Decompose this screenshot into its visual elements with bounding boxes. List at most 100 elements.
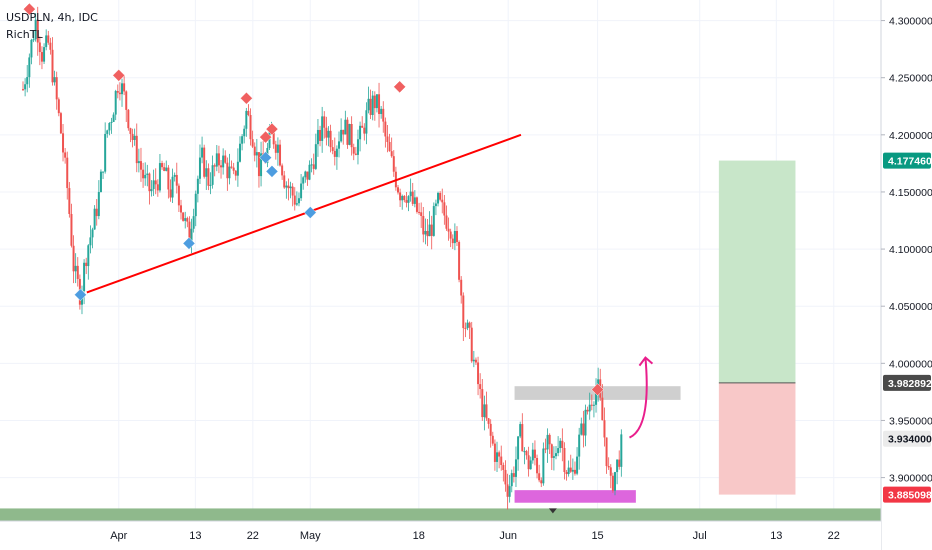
candle-body <box>409 191 412 197</box>
candle-body <box>154 180 157 185</box>
candle-body <box>483 404 486 418</box>
candle-body <box>595 389 598 405</box>
candle-body <box>36 19 39 43</box>
candle-body <box>489 423 492 436</box>
candle-body <box>540 480 543 484</box>
price-label-badge <box>883 430 931 447</box>
candle-body <box>388 142 391 152</box>
candle-body <box>422 215 425 235</box>
candle-body <box>146 173 149 175</box>
candle-body <box>586 409 589 412</box>
pivot-high-marker <box>393 80 407 94</box>
candle-body <box>308 164 311 180</box>
price-axis <box>881 0 932 550</box>
price-label-text: 3.934000 <box>888 434 932 446</box>
symbol-title: USDPLN, 4h, IDC <box>6 11 98 24</box>
candle-body <box>479 384 482 390</box>
candle-body <box>472 359 475 362</box>
candle-body <box>477 362 480 385</box>
candle-body <box>306 171 309 180</box>
candle-body <box>289 186 292 189</box>
candle-body <box>613 472 616 491</box>
candle-body <box>236 161 239 176</box>
candle-body <box>209 184 212 186</box>
candle-body <box>76 265 79 279</box>
candle-body <box>445 215 448 229</box>
candle-body <box>135 135 138 164</box>
candle-body <box>618 459 621 467</box>
pivot-high-marker <box>112 69 126 82</box>
candle-body <box>559 440 562 449</box>
candle-body <box>449 231 452 239</box>
candle-body <box>74 265 77 272</box>
candle-body <box>32 39 35 41</box>
candle-body <box>529 460 532 470</box>
price-label-badge <box>883 152 931 169</box>
candle-body <box>493 443 496 462</box>
candle-body <box>375 94 378 109</box>
candle-body <box>125 91 128 110</box>
price-label-badge <box>883 374 931 391</box>
position-target-zone <box>718 160 796 383</box>
candle-body <box>386 136 389 143</box>
candle-body <box>177 185 180 206</box>
candle-body <box>584 409 587 436</box>
candle-body <box>363 127 366 134</box>
pivot-high-marker <box>240 91 253 105</box>
pivot-low-marker <box>182 237 196 250</box>
candle-body <box>338 141 341 149</box>
candle-body <box>396 187 399 193</box>
candle-body <box>439 192 442 200</box>
y-tick-label: 3.950000 <box>889 415 932 427</box>
candle-body <box>405 200 408 203</box>
candle-body <box>230 166 233 168</box>
candle-body <box>319 129 322 141</box>
candle-body <box>369 98 372 115</box>
candle-body <box>521 424 524 452</box>
candle-body <box>283 175 286 188</box>
candle-body <box>582 423 585 436</box>
candle-body <box>415 197 418 212</box>
position-stop-zone <box>718 382 796 495</box>
candle-body <box>340 129 343 142</box>
candle-body <box>481 389 484 418</box>
candle-body <box>295 203 298 205</box>
candle-body <box>213 165 216 167</box>
candle-body <box>45 35 48 48</box>
candle-body <box>588 404 591 412</box>
pivot-high-marker <box>23 2 36 16</box>
candle-body <box>327 130 330 138</box>
candle-body <box>506 484 509 497</box>
candle-body <box>550 444 553 458</box>
candle-body <box>49 42 52 50</box>
candle-body <box>251 139 254 147</box>
candle-body <box>365 110 368 134</box>
candle-body <box>462 295 465 329</box>
candle-body <box>291 186 294 196</box>
candle-body <box>163 167 166 171</box>
candle-body <box>455 230 458 242</box>
candle-body <box>106 130 109 134</box>
candle-body <box>420 212 423 216</box>
candle-body <box>112 114 115 122</box>
candle-body <box>158 163 161 191</box>
candle-body <box>34 19 37 40</box>
y-tick-label: 4.300000 <box>889 16 932 28</box>
candle-body <box>57 99 60 114</box>
candle-body <box>91 229 94 238</box>
candle-body <box>139 161 142 170</box>
candle-body <box>496 452 499 462</box>
candle-body <box>384 121 387 137</box>
candle-body <box>441 199 444 203</box>
candle-body <box>274 144 277 153</box>
candle-body <box>276 144 279 153</box>
candle-body <box>392 156 395 172</box>
candle-body <box>152 180 155 190</box>
candle-body <box>359 125 362 140</box>
x-tick-label: 15 <box>591 530 603 542</box>
candle-body <box>156 184 159 191</box>
candle-body <box>133 135 136 140</box>
candle-body <box>487 418 490 424</box>
